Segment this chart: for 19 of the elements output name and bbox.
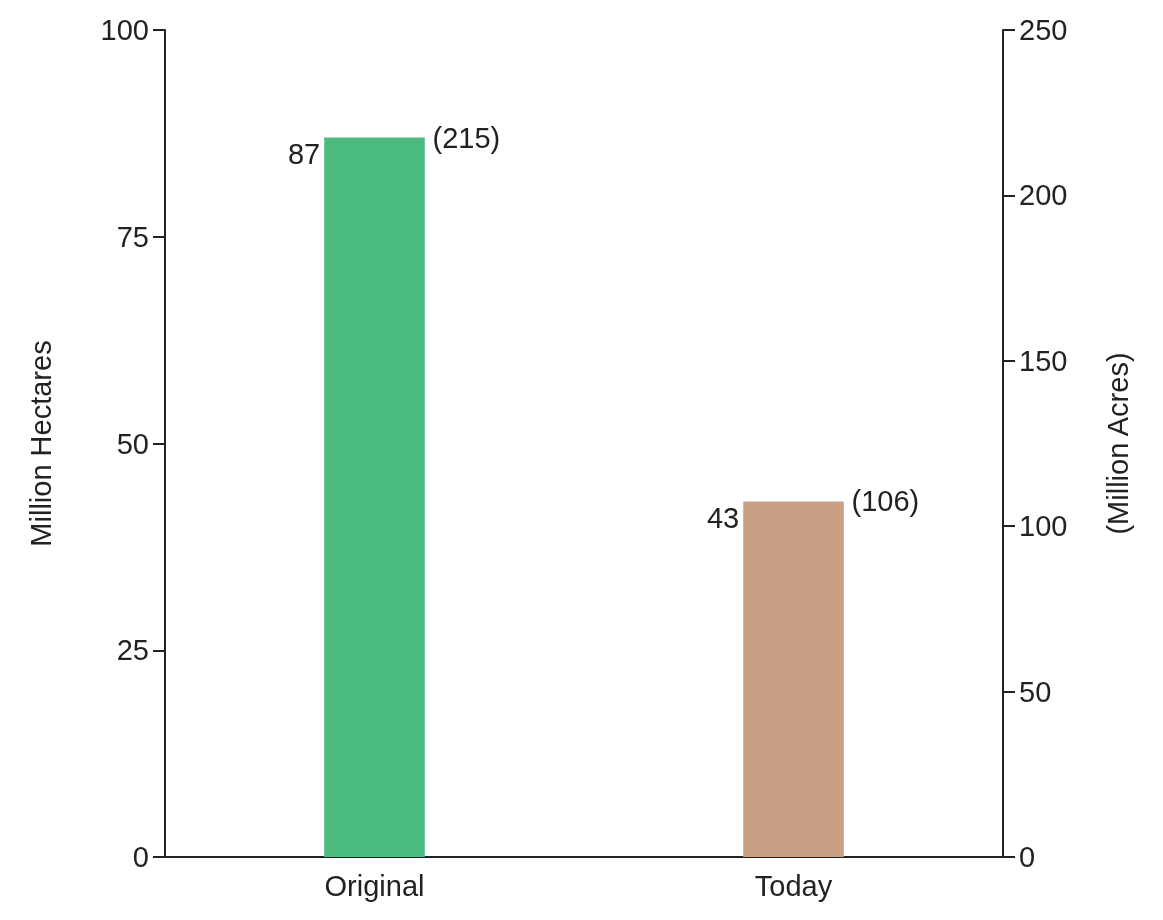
y2-tick-label: 150	[1019, 344, 1068, 377]
y2-tick-label: 100	[1019, 510, 1068, 543]
y2-tick-label: 50	[1019, 675, 1052, 708]
x-tick-label: Today	[754, 869, 833, 902]
y-axis-title: Million Hectares	[24, 340, 57, 547]
annotation: (106)	[851, 485, 920, 518]
y-tick-label: 25	[116, 634, 149, 667]
y2-tick-label: 0	[1019, 841, 1036, 873]
data-label: 87	[287, 138, 321, 171]
x-tick-label: Original	[324, 869, 425, 902]
y-tick-label: 75	[116, 220, 149, 253]
y2-axis-title: (Million Acres)	[1101, 352, 1134, 535]
y-tick-label: 100	[100, 14, 149, 46]
y2-tick-label: 200	[1019, 179, 1068, 212]
y-tick-label: 50	[116, 427, 149, 460]
y2-tick-label: 250	[1019, 14, 1068, 46]
data-label: 43	[706, 501, 740, 534]
y-tick-label: 0	[132, 841, 149, 873]
annotation: (215)	[432, 121, 501, 154]
